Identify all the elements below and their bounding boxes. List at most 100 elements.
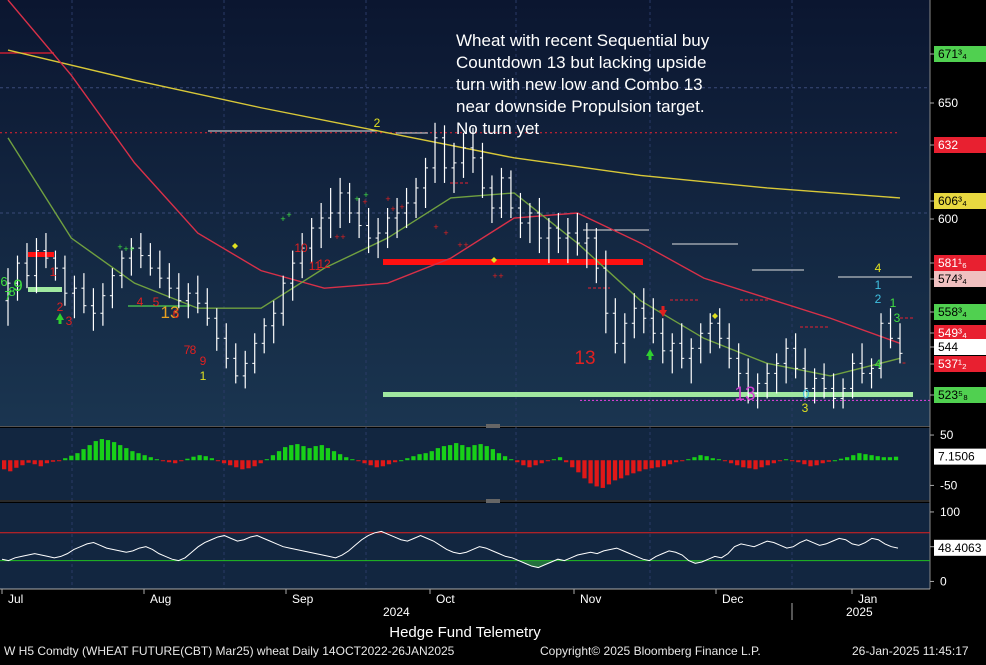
setup-plus-marker: + xyxy=(354,194,359,204)
watermark-label: Hedge Fund Telemetry xyxy=(389,624,541,641)
sequential-count-marker: 8 xyxy=(190,343,197,357)
oscillator-bar xyxy=(26,460,31,463)
oscillator-bar xyxy=(191,456,196,461)
rsi-panel-bg xyxy=(0,503,930,589)
oscillator-bar xyxy=(221,460,227,464)
price-level-label: 650 xyxy=(938,96,958,110)
annotation-text-line: Wheat with recent Sequential buy xyxy=(456,31,710,50)
oscillator-bar xyxy=(276,451,282,461)
oscillator-bar xyxy=(869,455,874,461)
oscillator-bar xyxy=(845,457,850,461)
oscillator-bar xyxy=(484,446,489,461)
sequential-count-marker: 5 xyxy=(153,295,160,309)
oscillator-bar xyxy=(203,456,208,461)
oscillator-bar xyxy=(594,460,599,487)
panel-splitter-handle[interactable] xyxy=(486,424,500,428)
sequential-count-marker: 8 xyxy=(8,284,15,299)
oscillator-bar xyxy=(246,460,251,469)
oscillator-bar xyxy=(429,451,434,461)
oscillator-bar xyxy=(319,445,324,461)
setup-plus-marker: + xyxy=(443,228,448,238)
oscillator-bar xyxy=(625,460,630,476)
oscillator-bar xyxy=(796,460,801,463)
setup-plus-marker: + xyxy=(340,232,345,242)
oscillator-bar xyxy=(576,460,581,473)
oscillator-bar xyxy=(38,460,43,467)
oscillator-bar xyxy=(399,460,404,462)
support-bar xyxy=(383,392,913,397)
oscillator-bar xyxy=(454,443,459,461)
oscillator-bar xyxy=(295,444,300,461)
oscillator-bar xyxy=(826,460,831,462)
oscillator-bar xyxy=(331,451,337,461)
oscillator-bar xyxy=(111,442,117,461)
oscillator-bar xyxy=(69,455,74,461)
oscillator-bar xyxy=(2,460,7,470)
oscillator-bar xyxy=(289,445,294,461)
oscillator-bar xyxy=(808,460,813,467)
oscillator-bar xyxy=(747,460,752,469)
oscillator-bar xyxy=(521,460,526,466)
sell-arrow-icon xyxy=(659,306,667,317)
oscillator-bar xyxy=(728,460,734,464)
oscillator-bar xyxy=(362,460,367,464)
oscillator-bar xyxy=(325,448,331,461)
oscillator-bar xyxy=(20,460,25,466)
panel-splitter-handle[interactable] xyxy=(486,499,500,503)
oscillator-bar xyxy=(588,460,593,484)
diamond-marker xyxy=(491,257,497,263)
diamond-marker xyxy=(712,313,718,319)
oscillator-bar xyxy=(380,460,386,467)
oscillator-bar xyxy=(270,455,276,461)
setup-plus-marker: + xyxy=(129,244,134,254)
oscillator-bar xyxy=(313,446,318,461)
sequential-count-marker: 9 xyxy=(200,354,207,368)
sequential-count-marker: 2 xyxy=(57,300,64,314)
oscillator-bar xyxy=(386,460,392,465)
price-level-label: 671³₄ xyxy=(938,47,967,61)
sequential-count-marker: 3 xyxy=(894,311,901,325)
sequential-count-marker: 4 xyxy=(875,357,882,371)
oscillator-bar xyxy=(460,445,465,461)
oscillator-bar xyxy=(105,440,111,461)
setup-plus-marker: + xyxy=(363,190,368,200)
oscillator-bar xyxy=(539,460,544,464)
sequential-count-marker: 6 xyxy=(173,307,180,321)
oscillator-bar xyxy=(44,460,50,464)
oscillator-bar xyxy=(692,457,697,461)
price-level-tag xyxy=(934,193,986,209)
oscillator-current-value: 7.1506 xyxy=(938,450,975,464)
oscillator-bar xyxy=(655,460,660,468)
oscillator-current-tag xyxy=(934,448,986,465)
oscillator-bar xyxy=(661,460,667,467)
oscillator-bar xyxy=(14,460,19,468)
rsi-y-label: 0 xyxy=(940,574,947,588)
x-axis-tick-label: Oct xyxy=(436,592,455,606)
setup-plus-marker: + xyxy=(117,242,122,252)
sequential-count-marker: 13 xyxy=(161,303,180,322)
rsi-y-label: 100 xyxy=(940,505,960,519)
oscillator-bar xyxy=(490,449,495,461)
oscillator-bar xyxy=(851,455,856,461)
oscillator-bar xyxy=(600,460,605,488)
oscillator-bar xyxy=(87,445,92,461)
price-level-label: 537¹₂ xyxy=(938,357,967,371)
oscillator-bar xyxy=(423,453,428,461)
setup-plus-marker: + xyxy=(280,214,285,224)
sequential-count-marker: 9 xyxy=(13,276,22,295)
oscillator-bar xyxy=(148,457,153,461)
rsi-current-value: 48.4063 xyxy=(938,541,982,555)
oscillator-bar xyxy=(887,457,893,461)
price-level-tag xyxy=(934,339,986,355)
oscillator-bar xyxy=(93,441,98,461)
oscillator-bar xyxy=(863,454,868,461)
oscillator-bar xyxy=(356,460,361,462)
oscillator-bar xyxy=(820,460,825,464)
x-axis-tick-label: Nov xyxy=(580,592,601,606)
oscillator-bar xyxy=(368,460,373,466)
oscillator-bar xyxy=(893,456,899,461)
oscillator-bar xyxy=(264,459,269,461)
oscillator-bar xyxy=(722,460,728,462)
oscillator-bar xyxy=(258,460,263,464)
